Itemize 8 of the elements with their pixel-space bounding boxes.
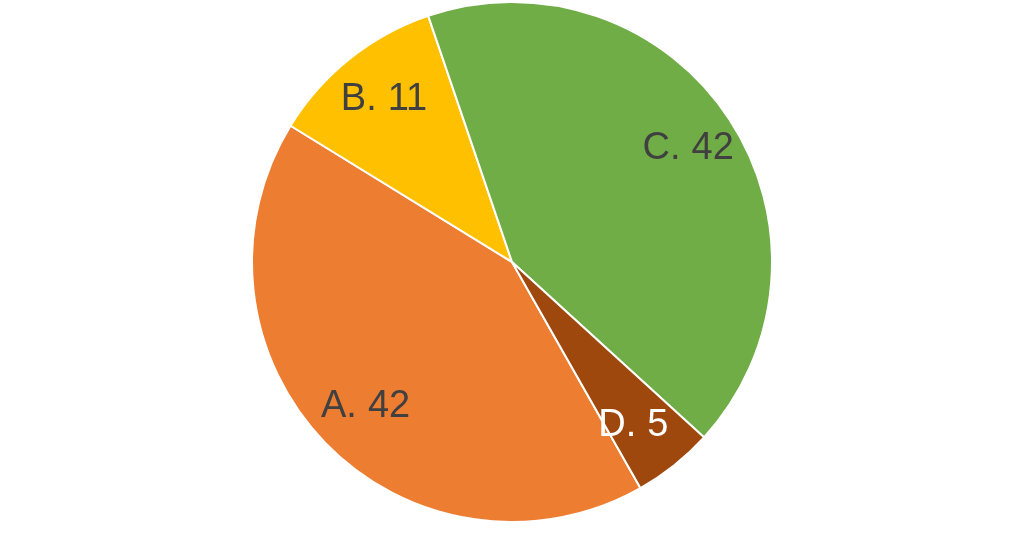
data-label: 5	[647, 401, 669, 444]
slice-label: C.	[642, 125, 681, 168]
slice-label: A.	[320, 383, 357, 426]
data-label: 42	[367, 383, 411, 426]
data-label: 42	[691, 125, 734, 168]
slice-label: B.	[340, 76, 377, 119]
slice-label: D.	[598, 401, 637, 444]
data-label: 11	[387, 76, 428, 119]
